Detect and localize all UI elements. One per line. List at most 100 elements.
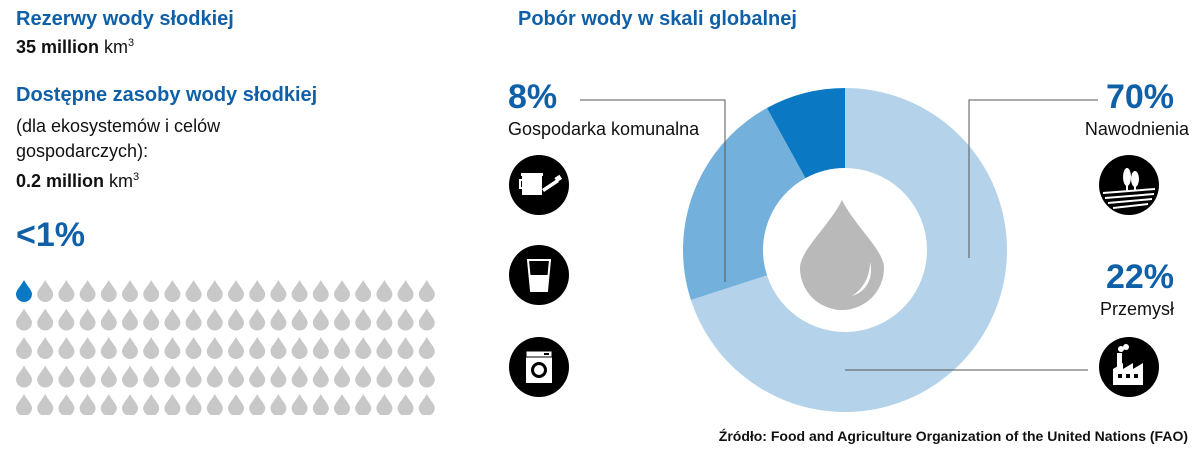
water-drop [164,280,181,302]
water-drop [334,280,350,302]
reserves-unit: km [104,37,129,57]
reserves-value-line: 35 million km3 [16,37,134,58]
source-note: Źródło: Food and Agriculture Organizatio… [718,428,1188,444]
water-drop [270,280,287,302]
water-drop [376,394,393,415]
water-drop [206,337,223,359]
available-unit-sup: 3 [133,171,140,183]
water-drop [185,308,202,331]
water-drop [206,365,223,388]
water-drop [228,308,244,331]
share-label: <1% [16,216,85,254]
water-drop [16,337,32,359]
water-drop [79,337,96,359]
water-drop [334,394,350,415]
water-drop [79,365,96,388]
water-drop [397,337,414,359]
water-drop [185,365,202,388]
water-drop [143,308,160,331]
water-drop [312,365,329,388]
water-drop [100,365,117,388]
water-drop [37,308,54,331]
water-drop [16,394,32,415]
water-drop [122,337,138,359]
water-drop [37,280,54,302]
donut-slice-nawodnienia [690,88,1007,412]
water-drop [376,365,393,388]
water-drop [376,337,393,359]
water-drop [418,365,435,388]
label-municipal-name: Gospodarka komunalna [508,119,700,139]
reserves-title: Rezerwy wody słodkiej [16,8,234,30]
reserves-value: 35 million [16,37,100,57]
available-unit: km [109,171,134,191]
water-drop [79,394,96,415]
water-drop [143,337,160,359]
water-drop-highlighted [16,280,32,302]
drop-grid [16,280,435,415]
water-drop [418,280,435,302]
label-industry-name: Przemysł [1099,299,1174,319]
water-drop [355,337,372,359]
water-drop [334,308,350,331]
water-drop [312,280,329,302]
water-drop [164,308,181,331]
water-drop [291,308,308,331]
factory-icon [1099,337,1159,397]
donut-slice-przemysł [683,108,806,301]
water-drop [270,337,287,359]
water-drop [164,337,181,359]
label-irrigation-name: Nawodnienia [1084,119,1189,139]
reserves-unit-sup: 3 [128,37,135,49]
water-drop [58,394,75,415]
available-desc-2: gospodarczych): [16,141,149,161]
water-drop [355,280,372,302]
water-drop [16,365,32,388]
water-drop [291,337,308,359]
water-drop [122,394,138,415]
water-drop [228,337,244,359]
available-desc-1: (dla ekosystemów i celów [16,116,221,136]
water-drop [100,308,117,331]
water-drop [355,308,372,331]
water-drop [58,365,75,388]
water-drop [185,394,202,415]
water-drop [312,394,329,415]
water-drop [249,394,266,415]
watering-can-icon [509,155,569,215]
field-trees-icon [1099,155,1159,215]
water-drop [397,280,414,302]
available-value-line: 0.2 million km3 [16,171,139,192]
water-drop [206,280,223,302]
label-municipal-value: 8% [508,78,558,116]
water-drop [37,365,54,388]
withdrawal-title: Pobór wody w skali globalnej [518,8,797,30]
water-drop [79,308,96,331]
label-irrigation-value: 70% [1105,78,1174,116]
water-drop [291,394,308,415]
water-drop [185,280,202,302]
water-drop [37,337,54,359]
water-drop [143,365,160,388]
water-drop [270,308,287,331]
leader-municipal [580,99,726,282]
drop-highlight [852,262,872,296]
water-drop [249,365,266,388]
water-drop [100,394,117,415]
water-drop [355,394,372,415]
water-drop [249,337,266,359]
available-value: 0.2 million [16,171,105,191]
water-drop [206,308,223,331]
water-drop [164,365,181,388]
washing-machine-icon [509,337,569,397]
water-drop [418,337,435,359]
water-drop [376,308,393,331]
water-drop [122,280,138,302]
water-drop [397,365,414,388]
water-drop [206,394,223,415]
water-drop [355,365,372,388]
water-drop [143,394,160,415]
glass-of-water-icon [509,245,569,305]
water-drop [249,308,266,331]
water-drop [397,394,414,415]
